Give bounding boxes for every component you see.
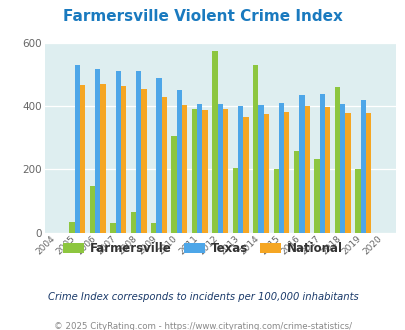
Bar [365,113,370,233]
Bar [141,89,146,233]
Bar [273,169,278,233]
Bar [243,117,248,233]
Bar [69,221,75,233]
Bar [334,87,339,233]
Bar [212,51,217,233]
Bar [176,90,181,233]
Bar [237,106,243,233]
Bar [197,104,202,233]
Bar [298,95,304,233]
Bar [100,84,105,233]
Bar [354,169,360,233]
Bar [156,78,161,233]
Bar [339,104,345,233]
Bar [217,104,222,233]
Bar [202,110,207,233]
Bar [252,65,258,233]
Legend: Farmersville, Texas, National: Farmersville, Texas, National [58,237,347,260]
Bar [263,115,269,233]
Bar [345,113,350,233]
Bar [293,151,298,233]
Bar [192,109,197,233]
Bar [95,69,100,233]
Bar [171,136,176,233]
Bar [75,65,80,233]
Bar [151,223,156,233]
Bar [360,100,365,233]
Bar [161,97,166,233]
Bar [278,103,284,233]
Bar [90,186,95,233]
Bar [313,159,319,233]
Bar [232,168,237,233]
Bar [258,105,263,233]
Text: © 2025 CityRating.com - https://www.cityrating.com/crime-statistics/: © 2025 CityRating.com - https://www.city… [54,322,351,330]
Text: Farmersville Violent Crime Index: Farmersville Violent Crime Index [63,9,342,24]
Bar [80,85,85,233]
Bar [284,112,289,233]
Bar [121,85,126,233]
Bar [304,106,309,233]
Bar [110,223,115,233]
Bar [181,105,187,233]
Bar [319,93,324,233]
Bar [130,212,136,233]
Bar [222,109,228,233]
Text: Crime Index corresponds to incidents per 100,000 inhabitants: Crime Index corresponds to incidents per… [47,292,358,302]
Bar [115,71,121,233]
Bar [324,107,330,233]
Bar [136,71,141,233]
